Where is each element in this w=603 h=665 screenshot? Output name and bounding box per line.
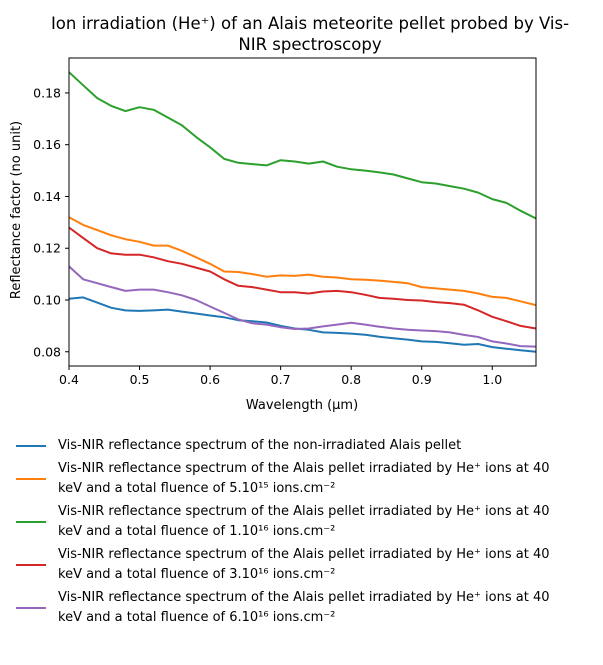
chart-title-line-1: Ion irradiation (He⁺) of an Alais meteor…	[51, 14, 569, 33]
series-line-1	[69, 216, 536, 307]
legend-swatch	[16, 521, 46, 523]
y-tick-label: 0.10	[33, 293, 61, 308]
legend-label: Vis-NIR reflectance spectrum of the Alai…	[58, 461, 550, 496]
chart-title-line-2: NIR spectroscopy	[238, 35, 381, 54]
legend-entry: Vis-NIR reflectance spectrum of the Alai…	[16, 502, 601, 542]
legend-entry: Vis-NIR reflectance spectrum of the Alai…	[16, 588, 601, 628]
plot-area	[69, 71, 536, 353]
y-tick-label: 0.18	[33, 85, 61, 100]
x-tick-label: 0.7	[271, 372, 291, 387]
y-tick-label: 0.08	[33, 344, 61, 359]
legend-swatch	[16, 478, 46, 480]
legend-entry: Vis-NIR reflectance spectrum of the Alai…	[16, 459, 601, 499]
x-tick-label: 0.8	[341, 372, 361, 387]
legend-swatch	[16, 564, 46, 566]
plot-frame	[68, 57, 537, 367]
x-tick-label: 0.5	[130, 372, 150, 387]
y-tick-label: 0.14	[33, 189, 61, 204]
legend-swatch	[16, 445, 46, 447]
series-line-4	[69, 265, 536, 348]
legend-label: Vis-NIR reflectance spectrum of the Alai…	[58, 504, 550, 539]
legend-label: Vis-NIR reflectance spectrum of the Alai…	[58, 547, 550, 582]
y-tick-label: 0.16	[33, 137, 61, 152]
series-line-2	[69, 71, 536, 220]
x-tick-label: 0.4	[59, 372, 79, 387]
axes: 0.4 0.5 0.6 0.7 0.8 0.9 1.0 0.08 0.10 0.12 0.14 0.1…	[33, 57, 537, 387]
legend-label: Vis-NIR reflectance spectrum of the non-…	[58, 438, 462, 453]
legend-entry: Vis-NIR reflectance spectrum of the Alai…	[16, 545, 601, 585]
y-tick-label: 0.12	[33, 241, 61, 256]
x-tick-label: 0.6	[200, 372, 220, 387]
legend-label: Vis-NIR reflectance spectrum of the Alai…	[58, 590, 550, 625]
y-axis-label: Reflectance factor (no unit)	[9, 121, 24, 299]
legend: Vis-NIR reflectance spectrum of the non-…	[16, 436, 601, 631]
x-tick-label: 1.0	[482, 372, 502, 387]
legend-swatch	[16, 607, 46, 609]
x-axis-label: Wavelength (μm)	[246, 398, 358, 413]
series-line-3	[69, 226, 536, 330]
x-tick-label: 0.9	[412, 372, 432, 387]
legend-entry: Vis-NIR reflectance spectrum of the non-…	[16, 436, 601, 456]
